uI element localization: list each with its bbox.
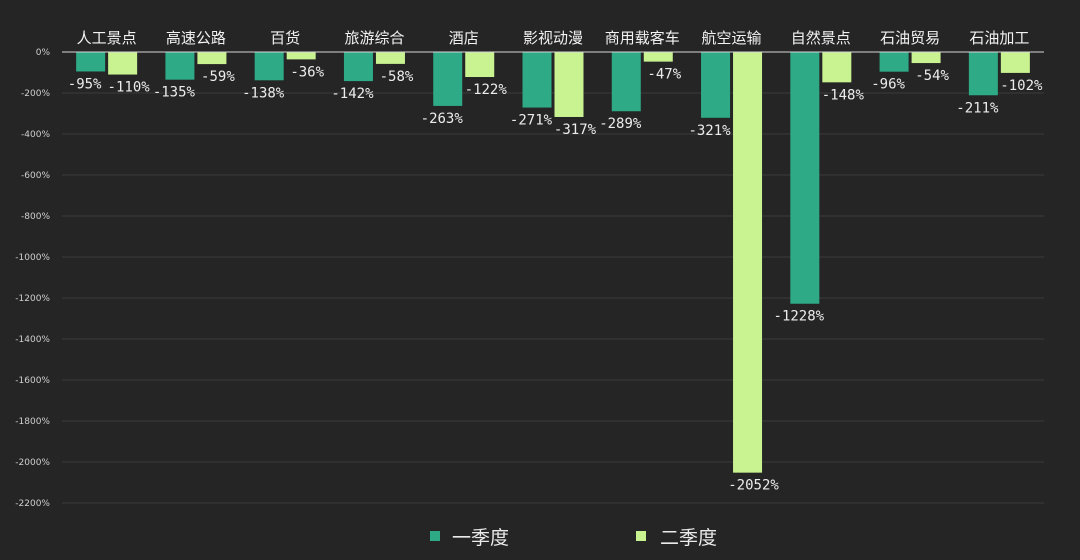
y-tick-label: -200% [21,89,50,99]
data-label-q1: -1228% [774,309,825,325]
bar-q2 [197,52,227,65]
legend: 一季度 二季度 [430,527,717,549]
data-label-q2: -2052% [728,478,779,494]
legend-label-q2: 二季度 [660,527,717,549]
data-label-q1: -96% [871,77,905,93]
legend-label-q1: 一季度 [452,527,509,549]
y-tick-label: -1000% [15,253,50,263]
data-label-q1: -135% [153,85,196,101]
data-label-q2: -110% [108,80,151,96]
data-label-q1: -263% [421,111,464,127]
data-label-q1: -142% [331,86,374,102]
bar-q1 [701,52,731,118]
y-tick-label: -1200% [15,294,50,304]
bar-q1 [343,52,373,82]
data-label-q2: -148% [822,87,865,103]
category-label: 石油加工 [969,29,1029,47]
bar-q2 [375,52,405,64]
bar-q1 [522,52,552,108]
data-label-q2: -36% [290,64,324,80]
bar-q2 [554,52,584,117]
y-tick-label: -2200% [15,499,50,509]
bar-q2 [108,52,138,75]
bar-q1 [254,52,284,81]
legend-swatch-q1 [430,531,440,541]
bar-q1 [76,52,106,72]
category-label: 酒店 [449,29,479,47]
category-label: 影视动漫 [523,29,583,47]
bar-q1 [165,52,195,80]
y-tick-label: -600% [21,171,50,181]
bar-q2 [911,52,941,64]
data-label-q2: -58% [380,69,414,85]
bar-q2 [733,52,763,473]
category-labels: 人工景点 高速公路 百货 旅游综合 酒店 影视动漫 商用载客车 航空运输 自然景点 石油贸易 石油加… [77,29,1030,47]
legend-swatch-q2 [636,531,646,541]
bar-q1 [879,52,909,72]
data-labels: -95% -110% -135% -59% -138% -36% -142% -58% -263… [68,64,1043,493]
bar-q1 [790,52,820,304]
data-label-q1: -211% [956,100,999,116]
category-label: 百货 [270,29,300,47]
bar-q2 [643,52,673,62]
data-label-q1: -95% [68,76,102,92]
bar-q1 [433,52,463,106]
category-label: 人工景点 [77,29,137,47]
bar-q1 [611,52,641,112]
bar-q2 [822,52,852,83]
category-label: 高速公路 [166,29,226,47]
gridlines [62,92,1044,504]
data-label-q2: -122% [465,82,508,98]
category-label: 航空运输 [702,29,762,47]
bar-q2 [1000,52,1030,73]
data-label-q1: -289% [599,116,642,132]
category-label: 旅游综合 [344,29,404,47]
bar-q1 [968,52,998,96]
data-label-q2: -102% [1000,78,1043,94]
y-tick-label: -1600% [15,376,50,386]
data-label-q2: -47% [647,67,681,83]
y-tick-label: 0% [36,48,51,58]
y-tick-label: -400% [21,130,50,140]
category-label: 石油贸易 [880,29,940,47]
y-tick-label: -1400% [15,335,50,345]
y-tick-label: -2000% [15,458,50,468]
bars [76,52,1030,473]
data-label-q2: -54% [915,68,949,84]
category-label: 商用载客车 [605,29,680,47]
bar-q2 [286,52,316,60]
data-label-q2: -317% [554,122,597,138]
data-label-q1: -138% [242,85,285,101]
data-label-q2: -59% [201,69,235,85]
y-tick-label: -1800% [15,417,50,427]
y-tick-label: -800% [21,212,50,222]
data-label-q1: -271% [510,113,553,129]
data-label-q1: -321% [688,123,731,139]
bar-q2 [465,52,495,78]
y-axis-ticks: 0% -200% -400% -600% -800% -1000% -1200% -1400%… [15,48,50,509]
category-label: 自然景点 [791,29,851,47]
